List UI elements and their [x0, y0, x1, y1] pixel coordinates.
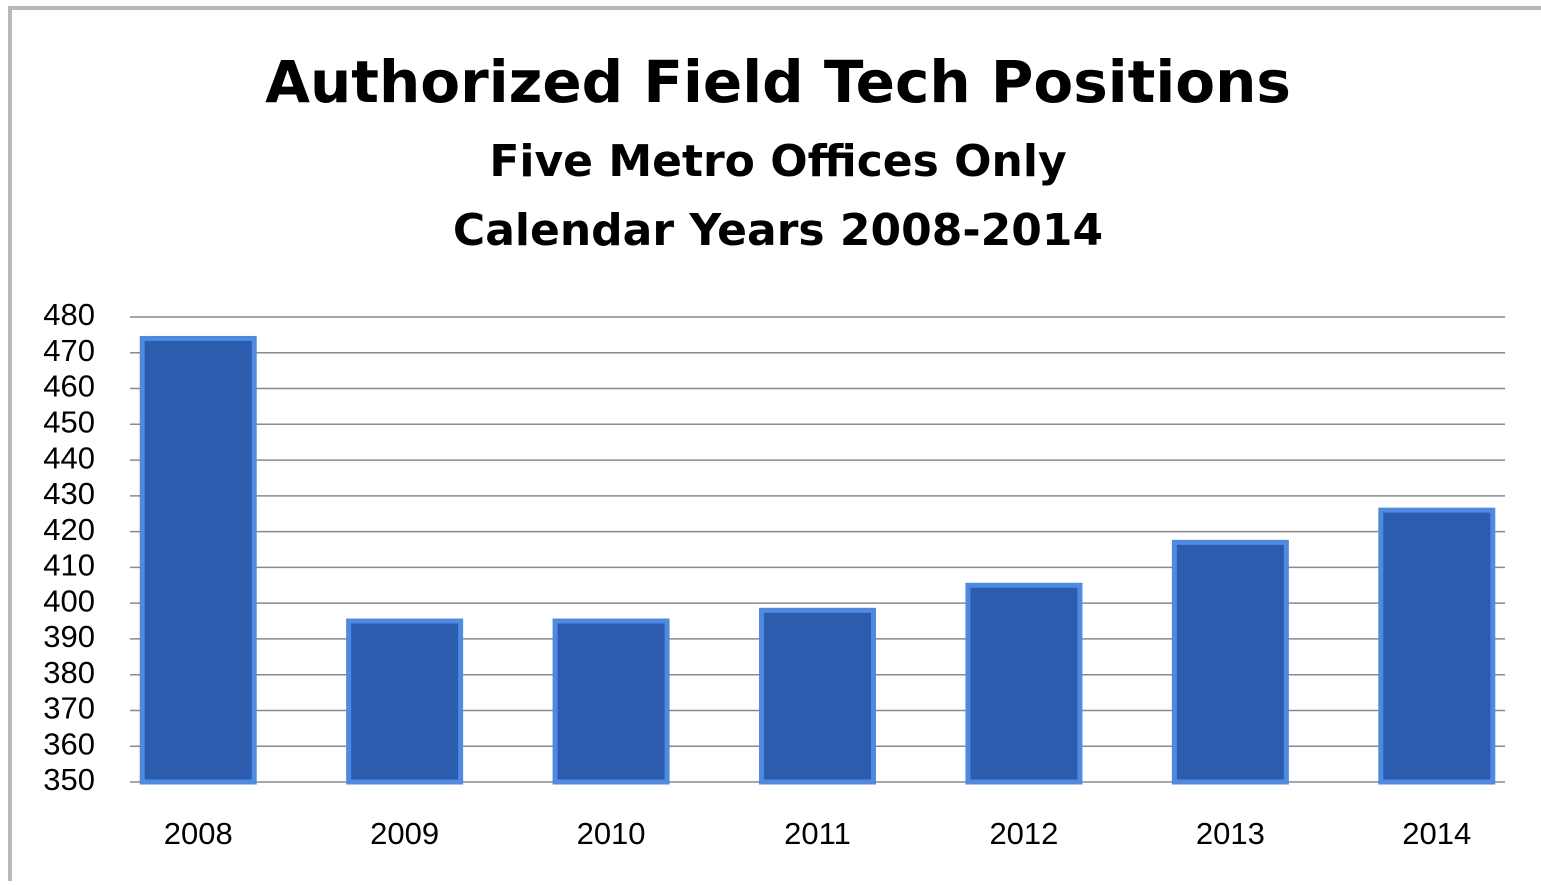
- bar: [346, 618, 464, 785]
- x-tick-label: 2008: [164, 816, 233, 851]
- y-tick-label: 460: [43, 369, 95, 404]
- y-tick-label: 470: [43, 333, 95, 368]
- y-tick-label: 450: [43, 404, 95, 439]
- y-tick-label: 400: [43, 583, 95, 618]
- y-tick-label: 410: [43, 548, 95, 583]
- y-tick-label: 440: [43, 440, 95, 475]
- x-tick-label: 2013: [1196, 816, 1265, 851]
- chart-title: Authorized Field Tech Positions: [265, 48, 1291, 116]
- bar: [1378, 507, 1496, 785]
- bar: [759, 607, 876, 785]
- chart-subtitle: Five Metro Offices Only: [489, 136, 1066, 187]
- y-tick-label: 360: [43, 726, 95, 761]
- x-tick-label: 2012: [989, 816, 1058, 851]
- y-tick-label: 430: [43, 476, 95, 511]
- y-tick-label: 350: [43, 762, 95, 797]
- y-tick-label: 380: [43, 655, 95, 690]
- bar: [552, 618, 670, 785]
- bar: [139, 335, 257, 785]
- x-tick-label: 2011: [784, 816, 851, 851]
- y-tick-label: 480: [43, 297, 95, 332]
- frame: [8, 6, 1541, 881]
- bar: [965, 582, 1083, 785]
- x-tick-label: 2009: [370, 816, 439, 851]
- y-tick-label: 370: [43, 691, 95, 726]
- x-tick-label: 2010: [577, 816, 646, 851]
- bar: [1171, 539, 1289, 785]
- y-tick-label: 390: [43, 619, 95, 654]
- y-tick-label: 420: [43, 512, 95, 547]
- x-tick-label: 2014: [1402, 816, 1471, 851]
- chart-subtitle: Calendar Years 2008-2014: [453, 205, 1103, 256]
